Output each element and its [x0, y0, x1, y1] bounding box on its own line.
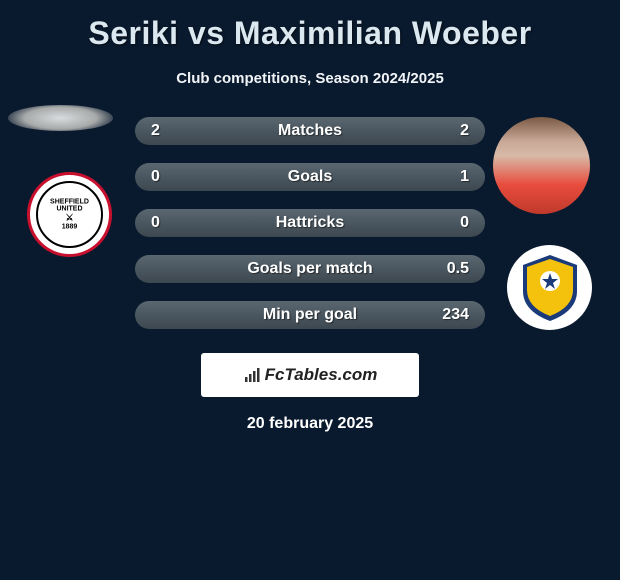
stat-label: Min per goal	[135, 306, 485, 324]
watermark: FcTables.com	[201, 353, 419, 397]
chart-icon	[243, 366, 261, 384]
stat-right-value: 0.5	[447, 260, 469, 278]
club-badge-left-label: SHEFFIELD UNITED ⚔ 1889	[50, 198, 90, 231]
stats-area: SHEFFIELD UNITED ⚔ 1889 2 Matches 2	[0, 117, 620, 347]
page-title: Seriki vs Maximilian Woeber	[0, 15, 620, 52]
watermark-text: FcTables.com	[265, 365, 378, 385]
stat-right-value: 1	[460, 168, 469, 186]
stat-label: Goals	[135, 168, 485, 186]
stat-label: Hattricks	[135, 214, 485, 232]
stat-right-value: 234	[442, 306, 469, 324]
stat-row: Goals per match 0.5	[135, 255, 485, 283]
stat-row: 0 Hattricks 0	[135, 209, 485, 237]
stat-label: Goals per match	[135, 260, 485, 278]
stat-right-value: 2	[460, 122, 469, 140]
subtitle: Club competitions, Season 2024/2025	[0, 70, 620, 87]
player-left-avatar	[8, 105, 113, 131]
comparison-card: Seriki vs Maximilian Woeber Club competi…	[0, 0, 620, 443]
stat-row: 0 Goals 1	[135, 163, 485, 191]
stats-rows: 2 Matches 2 0 Goals 1 0 Hattricks 0 Goal…	[135, 117, 485, 329]
club-badge-left: SHEFFIELD UNITED ⚔ 1889	[27, 172, 112, 257]
stat-right-value: 0	[460, 214, 469, 232]
stat-label: Matches	[135, 122, 485, 140]
stat-row: Min per goal 234	[135, 301, 485, 329]
stat-row: 2 Matches 2	[135, 117, 485, 145]
player-right-photo	[493, 117, 590, 214]
club-badge-right	[507, 245, 592, 330]
leeds-crest-icon	[515, 253, 585, 323]
date-text: 20 february 2025	[0, 415, 620, 433]
player-right-avatar	[493, 117, 590, 214]
